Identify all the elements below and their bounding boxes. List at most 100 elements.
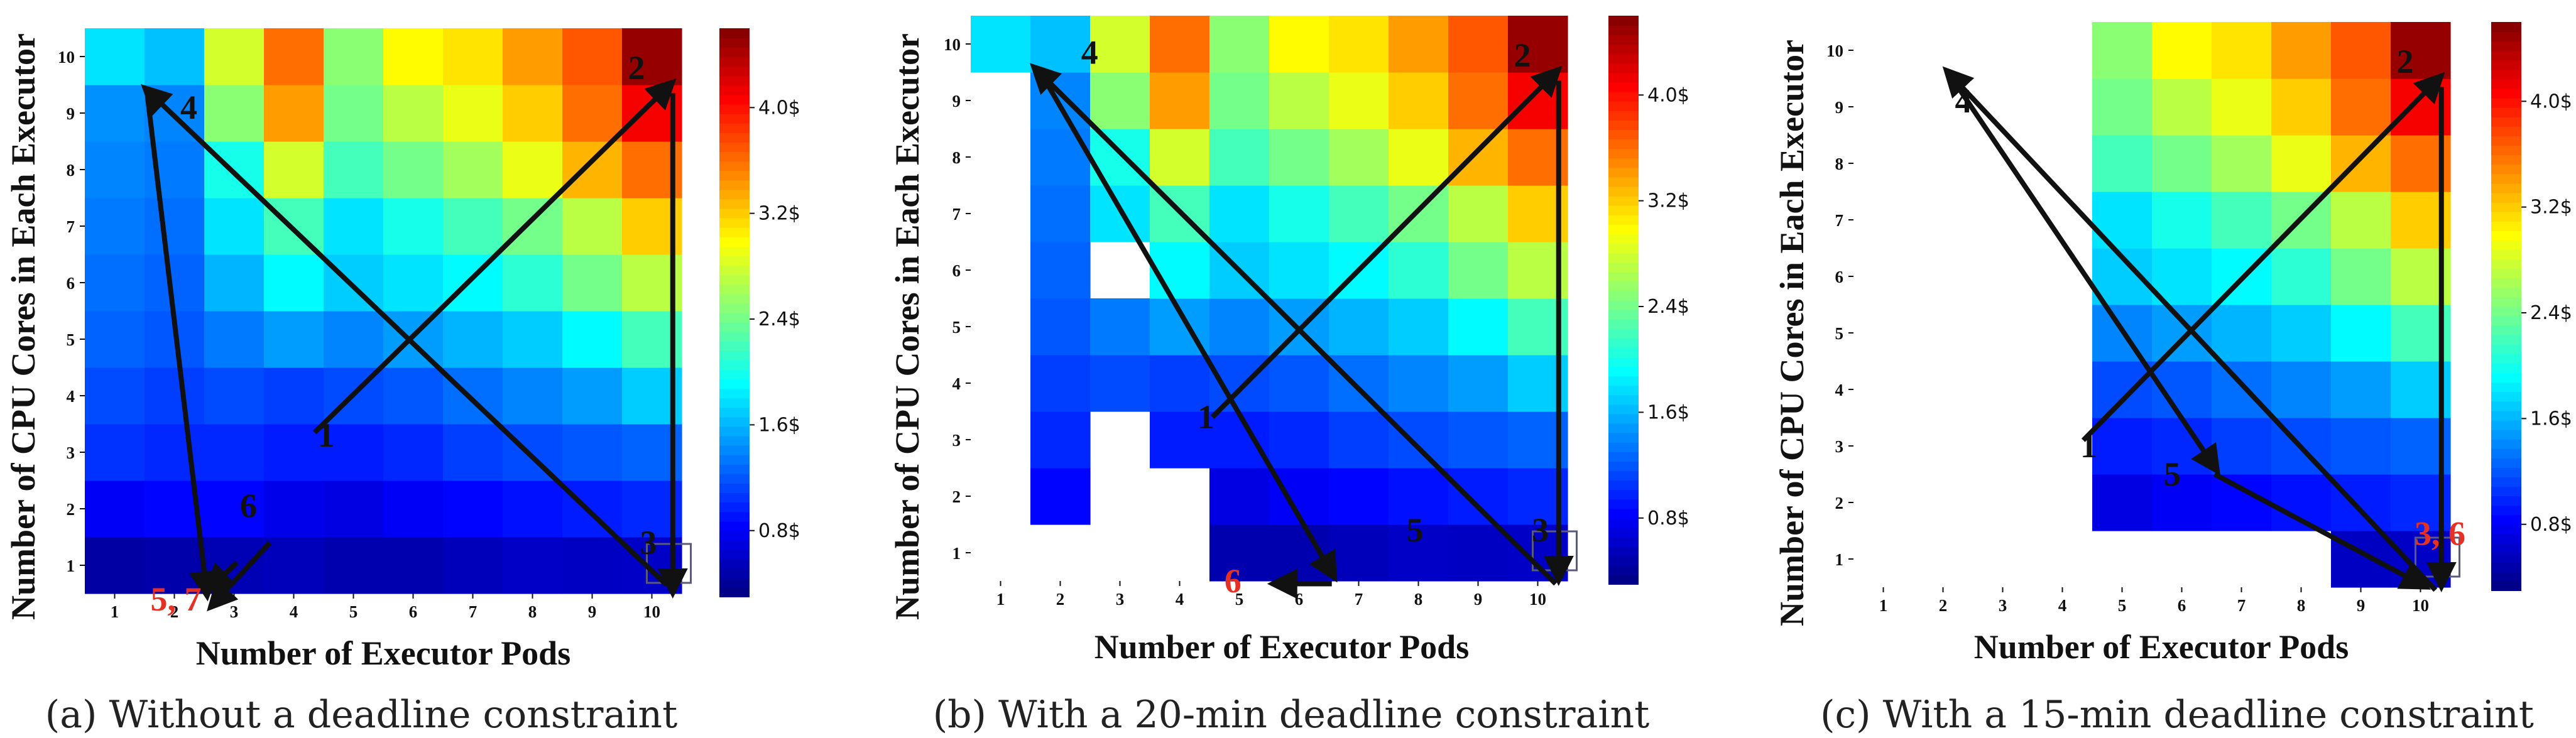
- colorbar-tick-label: 1.6$: [758, 414, 800, 436]
- colorbar-segment: [2491, 580, 2521, 591]
- heatmap-cell: [383, 28, 444, 85]
- colorbar-segment: [1608, 337, 1639, 348]
- colorbar-segment: [1608, 309, 1639, 320]
- y-tick-label: 2: [1835, 494, 1844, 513]
- heatmap-cell: [1209, 129, 1270, 186]
- colorbar-segment: [719, 75, 750, 86]
- heatmap-cell: [2271, 22, 2332, 79]
- colorbar-segment: [2491, 136, 2521, 146]
- colorbar-segment: [1608, 186, 1639, 197]
- colorbar-segment: [1608, 508, 1639, 519]
- step-label: 3: [1532, 511, 1549, 549]
- y-tick-label: 5: [952, 318, 961, 337]
- colorbar-segment: [1608, 281, 1639, 291]
- heatmap-cell: [85, 254, 145, 312]
- step-label: 2: [1514, 36, 1531, 74]
- heatmap-cell: [264, 141, 324, 198]
- heatmap-cell: [2212, 135, 2272, 192]
- colorbar-segment: [719, 170, 750, 181]
- colorbar-segment: [719, 132, 750, 143]
- colorbar-segment: [2491, 448, 2521, 459]
- colorbar-segment: [719, 483, 750, 494]
- colorbar-segment: [2491, 562, 2521, 572]
- y-tick-label: 7: [952, 205, 961, 224]
- heatmap-cell: [562, 424, 623, 481]
- colorbar-segment: [1608, 536, 1639, 547]
- y-tick-label: 6: [1835, 268, 1844, 286]
- x-tick-label: 10: [1529, 590, 1546, 609]
- x-tick-label: 6: [1295, 590, 1304, 609]
- colorbar-segment: [1608, 100, 1639, 111]
- y-tick-label: 3: [952, 431, 961, 450]
- heatmap-cell: [2331, 305, 2391, 362]
- colorbar-segment: [719, 28, 750, 39]
- path-arrow: [1955, 85, 2220, 476]
- x-tick-label: 10: [2412, 596, 2429, 615]
- heatmap-cell: [2212, 79, 2272, 136]
- colorbar-segment: [1608, 290, 1639, 301]
- colorbar-segment: [719, 122, 750, 133]
- y-tick-label: 3: [67, 443, 75, 462]
- colorbar-tick-label: 0.8$: [758, 520, 800, 542]
- heatmap-cell: [2092, 79, 2153, 136]
- colorbar-segment: [1608, 167, 1639, 178]
- heatmap-cell: [2092, 22, 2153, 79]
- colorbar-segment: [2491, 372, 2521, 383]
- heatmap-cell: [2152, 248, 2212, 305]
- colorbar-segment: [1608, 432, 1639, 443]
- colorbar-segment: [2491, 401, 2521, 411]
- colorbar-segment: [719, 416, 750, 427]
- heatmap-cell: [1329, 411, 1389, 469]
- x-tick-label: 8: [528, 602, 537, 621]
- colorbar-segment: [1608, 300, 1639, 310]
- heatmap-cell: [1269, 242, 1329, 299]
- colorbar-segment: [719, 359, 750, 370]
- y-tick-label: 9: [952, 92, 961, 111]
- y-tick-label: 8: [952, 148, 961, 167]
- heatmap-cell: [145, 28, 205, 85]
- heatmap-cell: [85, 424, 145, 481]
- step-label: 2: [2397, 43, 2414, 80]
- heatmap-cell: [145, 367, 205, 425]
- heatmap-cell: [324, 85, 384, 142]
- heatmap-cell: [383, 198, 444, 255]
- colorbar-segment: [2491, 496, 2521, 506]
- colorbar-segment: [719, 340, 750, 351]
- colorbar-segment: [2491, 524, 2521, 535]
- heatmap-cell: [1329, 16, 1389, 73]
- heatmap-cell: [1030, 468, 1091, 525]
- heatmap-cell: [264, 537, 324, 594]
- panel-a: 1 2 3 4 5 6 7 8 9 10 1 2 3 4 5 6 7 8 9 10 1 2 3 4 6 5, 7 0.8$ 1.6$ 2…: [4, 28, 800, 737]
- colorbar-segment: [1608, 451, 1639, 462]
- colorbar-segment: [1608, 574, 1639, 585]
- heatmap-cell: [503, 85, 563, 142]
- heatmap-cell: [204, 198, 265, 255]
- heatmap-cell: [1209, 298, 1270, 355]
- colorbar-segment: [1608, 404, 1639, 415]
- heatmap-cell: [443, 424, 503, 481]
- heatmap-cell: [2092, 474, 2153, 531]
- heatmap-cell: [1030, 242, 1091, 299]
- heatmap-cell: [1448, 298, 1509, 355]
- y-tick-label: 2: [67, 500, 75, 519]
- heatmap-cell: [383, 537, 444, 594]
- colorbar-segment: [719, 217, 750, 228]
- colorbar-segment: [719, 502, 750, 513]
- colorbar-segment: [1608, 262, 1639, 273]
- heatmap-cell: [1389, 16, 1449, 73]
- colorbar-segment: [1608, 385, 1639, 396]
- panel-c-xlabel: Number of Executor Pods: [1974, 628, 2349, 666]
- colorbar-segment: [2491, 486, 2521, 497]
- heatmap-cell: [1090, 16, 1150, 73]
- heatmap-cell: [324, 141, 384, 198]
- colorbar-segment: [2491, 202, 2521, 212]
- heatmap-cell: [1150, 72, 1210, 129]
- colorbar-segment: [719, 568, 750, 578]
- colorbar-segment: [2491, 22, 2521, 33]
- y-tick-label: 8: [1835, 155, 1844, 173]
- colorbar-segment: [719, 540, 750, 550]
- panel-b: 1 2 3 4 5 6 7 8 9 10123456789101234560.8$1.6$2.4$…: [888, 16, 1689, 737]
- colorbar-segment: [1608, 139, 1639, 149]
- colorbar-segment: [719, 180, 750, 190]
- colorbar-segment: [719, 388, 750, 399]
